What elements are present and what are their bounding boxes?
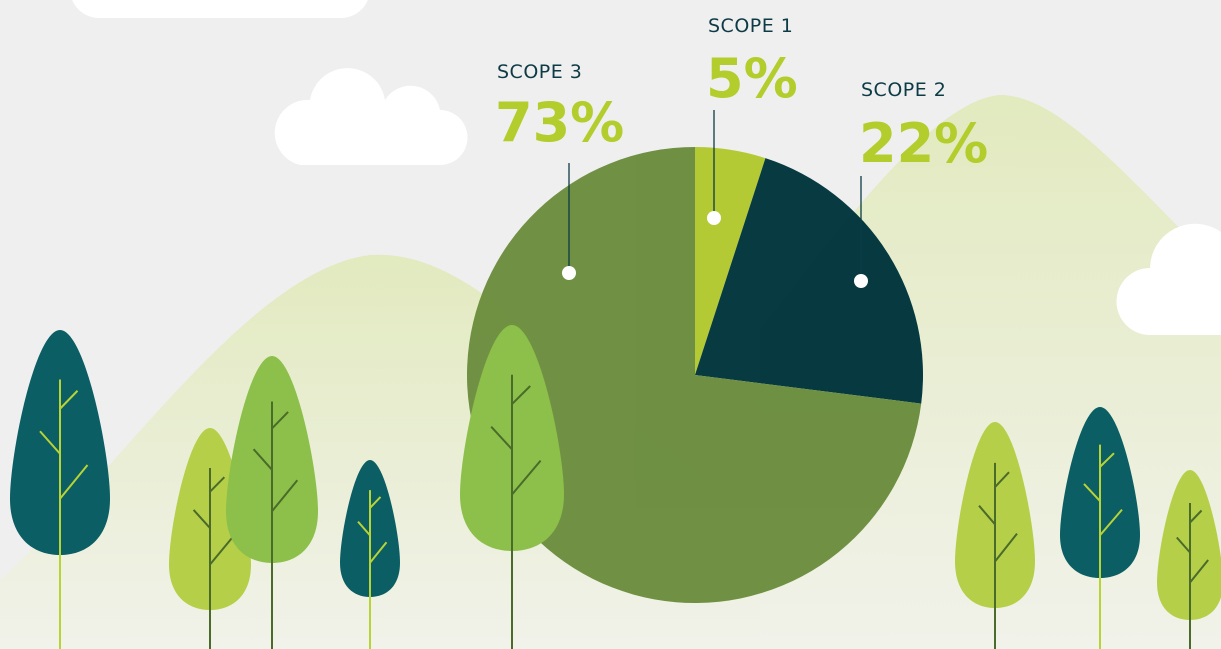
tree: [1157, 470, 1221, 649]
leaders: [562, 110, 868, 288]
tree-trunk: [39, 379, 89, 649]
value-label: 5%: [706, 47, 798, 110]
cloud: [274, 68, 1221, 335]
value-label: 22%: [859, 112, 988, 175]
tree-trunk: [1176, 503, 1209, 649]
tree-trunk: [192, 468, 234, 649]
tree-trunk: [978, 462, 1018, 649]
slice-label: SCOPE 2: [861, 79, 946, 101]
tree-trunk: [490, 374, 542, 649]
cloud: [72, 0, 368, 18]
tree: [10, 330, 110, 649]
pie-slice: [695, 158, 923, 404]
trees: [10, 325, 1221, 649]
tree: [460, 325, 564, 649]
pie-slice: [467, 147, 922, 603]
pie-slice: [695, 147, 766, 375]
value-label: 73%: [495, 91, 624, 154]
slice-label: SCOPE 1: [708, 15, 793, 37]
tree: [340, 460, 400, 649]
tree-trunk: [1083, 444, 1123, 649]
tree: [226, 356, 318, 649]
pie: [467, 147, 923, 603]
tree-trunk: [252, 401, 299, 649]
tree: [1060, 407, 1140, 649]
tree-trunk: [357, 490, 388, 649]
slice-label: SCOPE 3: [497, 61, 582, 83]
tree: [955, 422, 1035, 649]
